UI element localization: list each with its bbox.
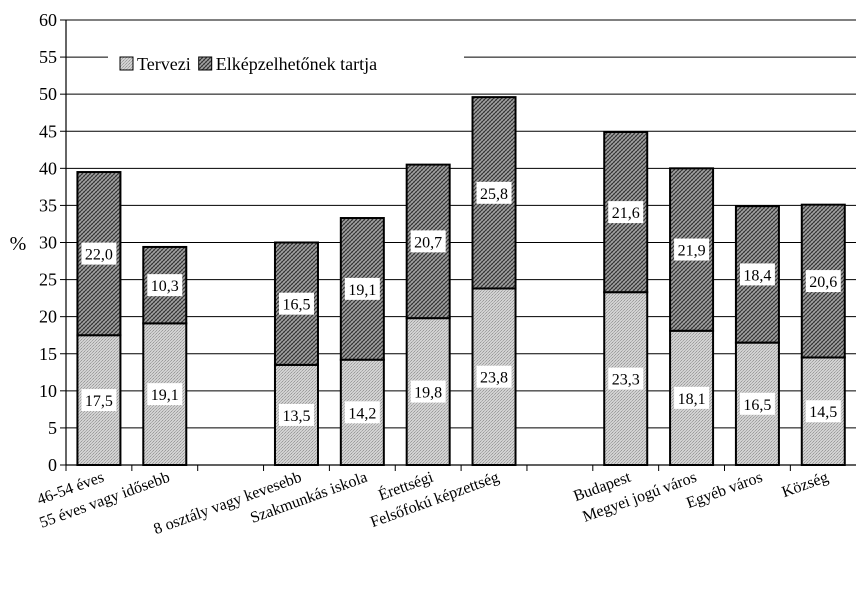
data-label-box [805, 400, 841, 423]
y-tick-label: 55 [39, 47, 57, 67]
y-tick-label: 50 [39, 84, 57, 104]
y-tick-label: 20 [39, 307, 57, 327]
data-label-tervezi: 14,5 [809, 404, 837, 421]
data-label-box [344, 401, 380, 424]
y-tick-label: 35 [39, 195, 57, 215]
data-label-box [81, 389, 117, 412]
data-label-tervezi: 19,8 [414, 385, 442, 402]
bars [76, 96, 846, 467]
data-label-tervezi: 13,5 [282, 408, 310, 425]
data-label-elkepzelhetonek: 22,0 [85, 247, 113, 264]
data-label-tervezi: 16,5 [743, 397, 771, 414]
legend-entry: Elképzelhetőnek tartja [216, 54, 377, 74]
x-tick-label: Község [780, 469, 831, 501]
data-label-elkepzelhetonek: 21,6 [612, 205, 640, 222]
data-label-tervezi: 14,2 [348, 405, 376, 422]
data-label-tervezi: 19,1 [151, 387, 179, 404]
y-tick-label: 15 [39, 344, 57, 364]
data-label-elkepzelhetonek: 21,9 [678, 243, 706, 260]
y-tick-label: 25 [39, 270, 57, 290]
data-label-tervezi: 23,8 [480, 370, 508, 387]
data-label-box [608, 367, 644, 390]
data-label-elkepzelhetonek: 10,3 [151, 278, 179, 295]
data-label-box [674, 238, 710, 261]
data-label-box [147, 383, 183, 406]
data-label-box [476, 181, 512, 204]
data-label-elkepzelhetonek: 25,8 [480, 186, 508, 203]
data-label-box [739, 392, 775, 415]
data-label-elkepzelhetonek: 20,6 [809, 274, 837, 291]
data-label-box [739, 263, 775, 286]
legend: Tervezi Elképzelhetőnek tartja [108, 50, 464, 78]
y-axis-label: % [10, 233, 27, 255]
data-label-box [410, 380, 446, 403]
x-tick-label: Egyéb város [684, 469, 765, 512]
legend-swatch [119, 56, 134, 71]
y-tick-label: 45 [39, 121, 57, 141]
legend-box [108, 50, 464, 78]
data-label-box [476, 365, 512, 388]
y-tick-label: 60 [39, 10, 57, 30]
data-label-elkepzelhetonek: 16,5 [282, 297, 310, 314]
data-label-box [278, 403, 314, 426]
legend-swatch [198, 56, 213, 71]
data-label-box [674, 386, 710, 409]
data-label-elkepzelhetonek: 20,7 [414, 234, 442, 251]
data-label-box [344, 277, 380, 300]
y-tick-label: 40 [39, 158, 57, 178]
data-label-box [410, 230, 446, 253]
y-tick-label: 0 [48, 455, 57, 475]
data-label-box [608, 201, 644, 224]
data-label-elkepzelhetonek: 19,1 [348, 282, 376, 299]
y-tick-label: 30 [39, 233, 57, 253]
y-tick-label: 5 [48, 418, 57, 438]
data-label-tervezi: 23,3 [612, 372, 640, 389]
y-tick-label: 10 [39, 381, 57, 401]
data-label-tervezi: 18,1 [678, 391, 706, 408]
data-label-box [805, 270, 841, 293]
data-label-box [81, 242, 117, 265]
data-label-elkepzelhetonek: 18,4 [743, 267, 771, 284]
data-label-box [278, 292, 314, 315]
data-label-tervezi: 17,5 [85, 393, 113, 410]
legend-entry: Tervezi [137, 54, 191, 74]
data-label-box [147, 274, 183, 297]
labels: 17,5 22,0 19,1 10,3 13,5 16,5 14,2 19,1 19,8 20,7… [81, 181, 841, 426]
